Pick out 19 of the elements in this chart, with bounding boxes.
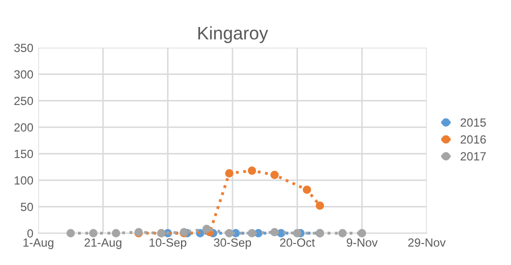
chart-title: Kingaroy xyxy=(198,26,268,44)
x-tick-label: 9-Nov xyxy=(346,238,378,247)
x-tick-label: 1-Aug xyxy=(23,238,54,250)
x-tick-label: 10-Sep xyxy=(150,238,186,250)
y-tick-label: 50 xyxy=(20,202,34,212)
legend-label: 2017 xyxy=(460,152,486,161)
x-tick-label: 20-Oct xyxy=(280,238,315,247)
y-tick-label: 150 xyxy=(14,150,34,158)
y-tick-label: 0 xyxy=(27,229,34,238)
y-tick-label: 350 xyxy=(14,44,34,52)
y-tick-label: 250 xyxy=(14,96,34,106)
y-tick-label: 200 xyxy=(14,123,34,132)
legend-label: 2015 xyxy=(460,118,486,127)
x-tick-label: 21-Aug xyxy=(84,238,122,250)
legend-label: 2016 xyxy=(460,135,486,144)
x-tick-label: 30-Sep xyxy=(214,238,252,250)
y-tick-label: 100 xyxy=(14,176,34,185)
y-tick-label: 300 xyxy=(14,70,34,79)
x-tick-label: 29-Nov xyxy=(408,238,446,247)
